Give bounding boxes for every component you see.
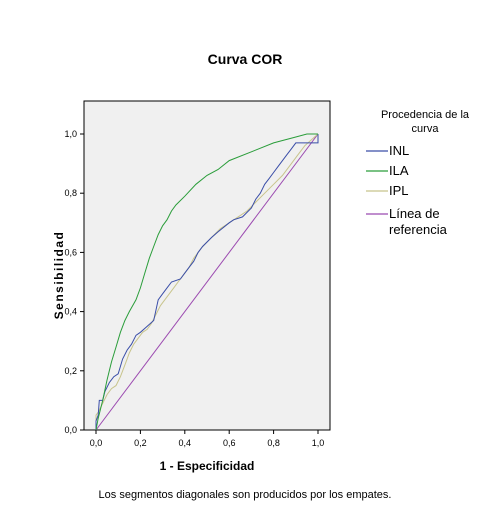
plot-area — [83, 100, 331, 431]
legend-label-inl: INL — [389, 143, 409, 158]
legend-label-l-nea-de-referencia-line2: referencia — [389, 222, 448, 237]
y-tick-label: 0,4 — [64, 307, 77, 317]
legend-label-l-nea-de-referencia-line1: Línea de — [389, 206, 440, 221]
series-line-ipl — [95, 133, 319, 430]
x-tick-label: 0,0 — [90, 438, 103, 448]
series-line-l-nea-de-referencia — [95, 133, 319, 431]
footnote: Los segmentos diagonales son producidos … — [99, 489, 392, 501]
y-tick-label: 0,8 — [64, 188, 77, 198]
x-tick-label: 0,4 — [179, 438, 192, 448]
chart-title: Curva COR — [208, 51, 283, 67]
x-tick-label: 1,0 — [312, 438, 325, 448]
x-axis: 0,0 0,2 0,4 0,6 0,8 1,0 — [90, 430, 325, 448]
y-axis-label: Sensibilidad — [52, 231, 66, 320]
y-tick-label: 0,6 — [64, 247, 77, 257]
x-tick-label: 0,2 — [134, 438, 147, 448]
y-tick-label: 1,0 — [64, 129, 77, 139]
y-axis: 0,0 0,2 0,4 0,6 0,8 1,0 — [64, 129, 84, 435]
series-line-inl — [95, 134, 319, 430]
y-tick-label: 0,2 — [64, 366, 77, 376]
series-layer — [95, 133, 319, 431]
y-tick-label: 0,0 — [64, 425, 77, 435]
legend-title-line1: Procedencia de la — [381, 109, 470, 121]
legend-label-ipl: IPL — [389, 183, 409, 198]
x-axis-label: 1 - Especificidad — [160, 459, 255, 473]
legend-title-line2: curva — [412, 123, 440, 135]
x-tick-label: 0,6 — [223, 438, 236, 448]
legend-label-ila: ILA — [389, 163, 409, 178]
legend: Procedencia de la curva INL ILA IPL Línea d… — [366, 109, 470, 237]
series-line-ila — [95, 133, 318, 431]
x-tick-label: 0,8 — [267, 438, 280, 448]
